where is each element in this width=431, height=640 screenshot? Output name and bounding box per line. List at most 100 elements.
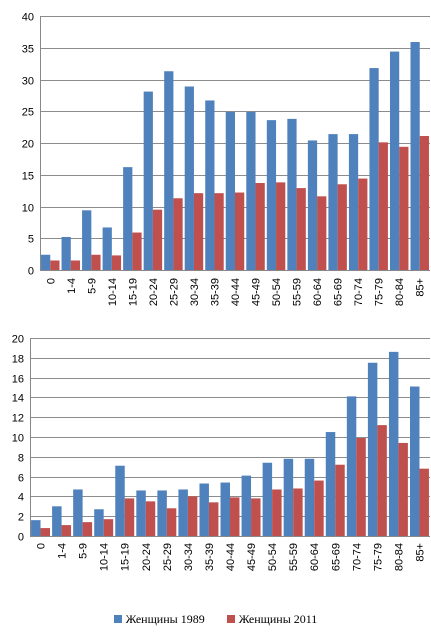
chart1-bar-2011 (70, 260, 81, 270)
chart1-bar-2011 (132, 232, 142, 270)
chart1-x-tick-label: 30-34 (189, 278, 201, 306)
chart2-bar-2011 (356, 437, 366, 536)
chart2-x-tick-label: 80-84 (393, 543, 405, 571)
chart1-bar-2011 (193, 193, 204, 270)
chart2-y-tick-label: 4 (18, 492, 24, 504)
chart1-y-tick-label: 25 (22, 107, 34, 119)
chart2-bar-1989 (115, 465, 125, 536)
chart1-bar-2011 (317, 196, 327, 270)
chart2-bar-1989 (73, 489, 83, 536)
chart2-bar-1989 (136, 490, 146, 536)
chart1-bar-2011 (235, 192, 245, 270)
legend-label-2011: Женщины 2011 (238, 611, 318, 626)
chart1-bar-2011 (296, 188, 306, 270)
chart2-bar-1989 (283, 458, 294, 536)
chart1-bar-1989 (41, 254, 51, 270)
chart2-bar-1989 (31, 520, 41, 536)
chart2-bar-1989 (367, 362, 378, 536)
chart1-x-tick-label: 85+ (415, 278, 427, 297)
chart1-x-tick-label: 60-64 (312, 278, 324, 306)
chart1-x-tick-label: 50-54 (271, 278, 283, 306)
chart1-bar-1989 (348, 134, 359, 270)
chart2-bar-2011 (124, 498, 135, 536)
chart2-bar-1989 (52, 506, 62, 536)
chart2-x-tick-label: 35-39 (204, 543, 216, 571)
chart2-bar-1989 (388, 351, 399, 536)
chart2-y-tick-label: 12 (12, 413, 24, 425)
chart1-x-tick-label: 80-84 (394, 278, 406, 306)
chart2-bar-2011 (377, 425, 387, 536)
chart1-bar-2011 (173, 198, 183, 270)
chart2-bar-2011 (103, 519, 114, 536)
chart1-bar-2011 (419, 136, 429, 270)
chart1-x-tick-label: 55-59 (292, 278, 304, 306)
chart2-y-tick-label: 6 (18, 473, 24, 485)
chart2-bar-1989 (220, 482, 230, 536)
chart1-bar-1989 (184, 86, 194, 271)
chart1-bar-2011 (276, 182, 286, 270)
chart2-x-tick-label: 0 (36, 543, 48, 549)
chart1-bar-1989 (328, 134, 338, 270)
chart1-bar-1989 (410, 42, 420, 270)
chart1-x-tick-label: 5-9 (86, 278, 98, 294)
chart1-x-tick-label: 40-44 (230, 278, 242, 306)
chart1-bar-2011 (111, 255, 122, 270)
chart2-bar-2011 (82, 522, 93, 536)
chart2-x-tick-label: 85+ (414, 543, 426, 562)
chart2-x-tick-label: 70-74 (351, 543, 363, 571)
chart1-bar-1989 (143, 91, 153, 270)
chart2-x-tick-label: 40-44 (225, 543, 237, 571)
chart2-bar-2011 (40, 528, 50, 536)
chart2-y-tick-label: 8 (18, 453, 24, 465)
legend-swatch-2011 (226, 615, 235, 623)
chart1-bar-1989 (82, 210, 92, 270)
chart2-bar-2011 (398, 442, 408, 536)
chart1-x-tick-label: 15-19 (127, 278, 139, 306)
chart2-x-tick-label: 1-4 (57, 543, 69, 559)
chart1-x-tick-label: 70-74 (353, 278, 365, 306)
chart2-bar-1989 (199, 483, 209, 536)
chart1-bar-1989 (369, 68, 379, 270)
legend-label-1989: Женщины 1989 (125, 611, 205, 626)
chart1-bar-2011 (255, 183, 265, 270)
chart1-x-tick-label: 75-79 (374, 278, 386, 306)
chart2-bar-1989 (178, 489, 188, 536)
chart1-x-tick-label: 0 (45, 278, 57, 284)
chart2-x-tick-label: 45-49 (246, 543, 258, 571)
chart2-y-tick-label: 2 (18, 512, 24, 524)
chart1-bar-2011 (358, 178, 368, 270)
chart1-y-tick-label: 40 (22, 12, 34, 24)
chart2-x-tick-label: 65-69 (330, 543, 342, 571)
chart1-bar-1989 (307, 140, 318, 270)
chart2-bar-1989 (325, 432, 336, 536)
chart2-bar-2011 (335, 464, 345, 536)
chart1-y-tick-label: 20 (22, 139, 34, 151)
chart2-bar-2011 (293, 488, 303, 536)
chart1-bar-2011 (337, 184, 347, 270)
chart1-bar-1989 (266, 120, 277, 270)
chart2-x-tick-label: 75-79 (372, 543, 384, 571)
chart2-bar-1989 (157, 490, 167, 536)
legend-item-2011: Женщины 2011 (226, 611, 318, 627)
chart2-x-tick-label: 20-24 (141, 543, 153, 571)
chart2-bar-1989 (346, 396, 357, 536)
chart2-y-tick-label: 16 (12, 374, 24, 386)
chart2-bar-1989 (304, 458, 315, 536)
chart2-bar-2011 (61, 525, 72, 536)
chart1-bar-1989 (123, 167, 133, 270)
legend-swatch-1989 (113, 615, 122, 623)
chart1-y-tick-label: 10 (22, 203, 34, 215)
chart2-x-tick-label: 30-34 (183, 543, 195, 571)
chart1-bar-1989 (389, 51, 400, 271)
chart1-bar-1989 (102, 227, 112, 270)
chart2-x-tick-label: 15-19 (120, 543, 132, 571)
chart1-x-tick-label: 1-4 (66, 278, 78, 294)
chart2-x-tick-label: 10-14 (99, 543, 111, 571)
chart1-bar-2011 (378, 142, 388, 270)
chart1-y-tick-label: 30 (22, 76, 34, 88)
chart2-x-tick-label: 50-54 (267, 543, 279, 571)
chart2-y-tick-label: 14 (12, 393, 24, 405)
chart1-x-tick-label: 45-49 (251, 278, 263, 306)
chart2-y-tick-label: 0 (18, 532, 24, 544)
